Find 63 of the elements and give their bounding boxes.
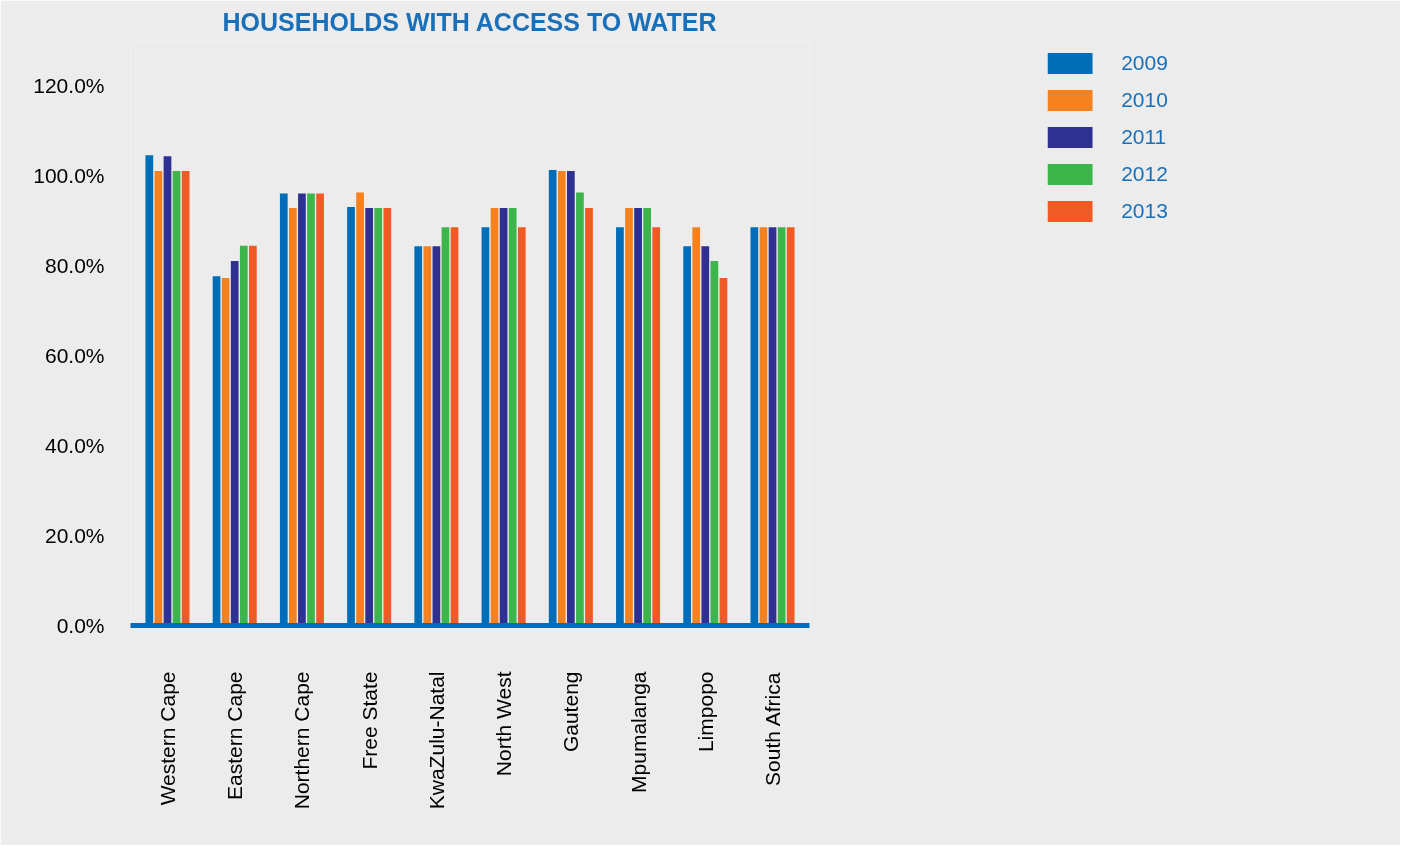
bar: [786, 227, 795, 626]
x-tick-label: South Africa: [761, 672, 785, 786]
x-tick-label: KwaZulu-Natal: [424, 671, 448, 810]
x-tick-label: Western Cape: [155, 671, 179, 806]
bar: [450, 227, 459, 626]
y-tick-label: 100.0%: [33, 164, 105, 187]
bar: [768, 227, 777, 626]
bar: [719, 278, 728, 626]
bar: [248, 245, 257, 626]
legend-label: 2013: [1121, 199, 1168, 223]
bar: [643, 207, 652, 626]
legend-label: 2010: [1121, 88, 1168, 112]
y-tick-label: 80.0%: [44, 254, 105, 277]
bar: [692, 227, 701, 626]
y-tick-label: 60.0%: [44, 344, 105, 367]
x-tick-label: Northern Cape: [290, 671, 314, 810]
bar: [288, 207, 297, 626]
bar: [163, 156, 172, 626]
bar: [499, 207, 508, 626]
x-tick-label: North West: [492, 671, 516, 777]
bar: [759, 227, 768, 626]
bar: [154, 171, 163, 626]
bar: [221, 278, 230, 626]
bar: [239, 245, 248, 626]
bar: [517, 227, 526, 626]
legend-label: 2009: [1121, 51, 1168, 75]
bar: [652, 227, 661, 626]
x-tick-label: Gauteng: [559, 671, 583, 753]
bar: [634, 207, 642, 626]
x-tick-label: Eastern Cape: [223, 671, 247, 800]
y-tick-label: 120.0%: [33, 74, 105, 97]
bar: [557, 171, 566, 626]
bar: [423, 246, 432, 626]
y-tick-label: 0.0%: [56, 614, 105, 637]
bar: [316, 193, 324, 626]
bar: [172, 171, 181, 626]
legend-label: 2011: [1121, 125, 1167, 149]
y-tick-label: 40.0%: [44, 434, 105, 457]
bar: [490, 207, 499, 626]
bar: [432, 246, 441, 626]
bar: [383, 207, 392, 626]
bar: [625, 207, 633, 626]
bar: [307, 193, 315, 626]
bar: [701, 246, 710, 626]
x-tick-label: Mpumalanga: [626, 671, 650, 793]
x-tick-label: Limpopo: [693, 671, 717, 753]
bar: [230, 261, 239, 626]
bar: [365, 207, 374, 626]
bar: [710, 261, 719, 626]
legend-label: 2012: [1121, 162, 1168, 186]
chart-title: HOUSEHOLDS WITH ACCESS TO WATER: [222, 7, 717, 36]
bar: [181, 171, 190, 626]
bar: [298, 193, 306, 626]
bar: [356, 192, 364, 626]
y-tick-label: 20.0%: [44, 524, 105, 547]
bar: [566, 171, 575, 626]
bar: [585, 207, 593, 626]
bar: [777, 227, 786, 626]
bar: [441, 227, 450, 626]
bar: [508, 207, 517, 626]
bar: [374, 207, 383, 626]
x-tick-label: Free State: [357, 671, 381, 770]
bar: [576, 192, 584, 626]
